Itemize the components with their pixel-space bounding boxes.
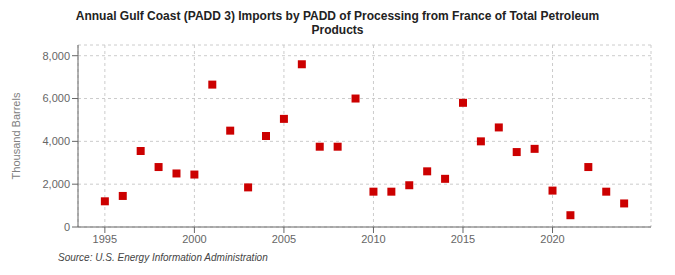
svg-text:4,000: 4,000 (42, 135, 70, 147)
svg-text:2015: 2015 (451, 233, 475, 245)
svg-text:2,000: 2,000 (42, 178, 70, 190)
svg-text:2010: 2010 (361, 233, 385, 245)
svg-text:2000: 2000 (182, 233, 206, 245)
svg-text:2005: 2005 (272, 233, 296, 245)
svg-text:Thousand Barrels: Thousand Barrels (10, 92, 22, 179)
html-text:Annual Gulf Coast (PADD 3) Imp: Annual Gulf Coast (PADD 3) Imports by PA… (75, 9, 600, 23)
svg-text:6,000: 6,000 (42, 92, 70, 104)
svg-text:8,000: 8,000 (42, 50, 70, 62)
svg-text:2020: 2020 (540, 233, 564, 245)
svg-text:1995: 1995 (93, 233, 117, 245)
html-text:Products: Products (311, 23, 364, 37)
svg-text:0: 0 (64, 221, 70, 233)
html-text:Source: U.S. Energy Informatio: Source: U.S. Energy Information Administ… (58, 252, 268, 263)
